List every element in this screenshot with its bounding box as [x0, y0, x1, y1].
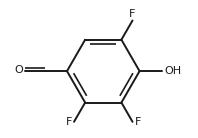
Text: O: O	[14, 65, 23, 75]
Text: F: F	[66, 117, 72, 127]
Text: OH: OH	[164, 66, 181, 76]
Text: F: F	[129, 9, 136, 19]
Text: F: F	[135, 117, 141, 127]
